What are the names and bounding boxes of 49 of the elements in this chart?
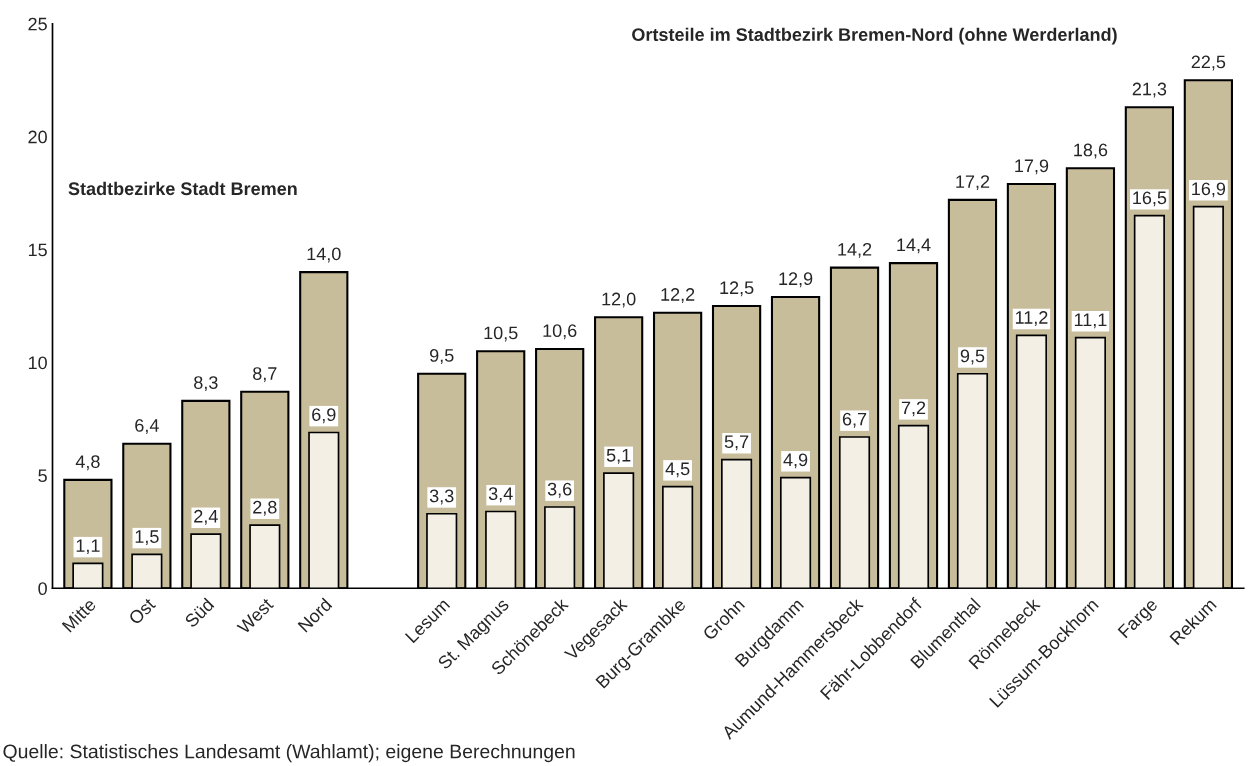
data-label: 5,7 — [724, 435, 749, 451]
data-label: 14,2 — [838, 242, 872, 258]
data-label: 5,1 — [606, 449, 631, 464]
data-label: 7,2 — [901, 401, 926, 417]
data-label: 12,5 — [720, 281, 754, 297]
data-label: 3,4 — [488, 487, 513, 503]
data-label: 18,6 — [1074, 143, 1108, 159]
data-label: 8,3 — [194, 376, 218, 392]
data-label: 10,6 — [543, 324, 577, 340]
data-label: 14,4 — [897, 238, 931, 254]
y-tick-label: 15 — [28, 243, 47, 257]
y-tick-label: 20 — [28, 130, 47, 144]
data-label: 4,9 — [783, 453, 808, 469]
data-label: 4,8 — [75, 455, 100, 471]
data-label: 17,9 — [1015, 159, 1049, 175]
data-label: 16,9 — [1192, 182, 1226, 198]
y-tick-label: 25 — [28, 17, 47, 31]
data-label: 3,3 — [429, 489, 454, 505]
annotation: Ortsteile im Stadtbezirk Bremen-Nord (ohne Werderland) — [632, 27, 1117, 45]
data-label: 17,2 — [956, 175, 990, 191]
data-label: 12,2 — [661, 288, 695, 304]
data-label: 14,0 — [307, 247, 341, 263]
data-label: 12,0 — [602, 292, 636, 308]
data-label: 10,5 — [484, 326, 518, 342]
x-tick-label: Ost — [127, 597, 157, 626]
data-label: 3,6 — [547, 482, 572, 498]
data-label: 12,9 — [779, 272, 813, 288]
y-tick-label: 0 — [38, 582, 47, 596]
data-label: 16,5 — [1133, 191, 1167, 207]
y-tick-label: 10 — [28, 356, 47, 370]
data-label: 6,9 — [312, 408, 336, 424]
source-note: Quelle: Statistisches Landesamt (Wahlamt); eigene Berechnungen — [3, 744, 575, 763]
data-label: 8,7 — [253, 367, 277, 383]
data-label: 11,2 — [1015, 311, 1048, 327]
x-tick-label: Süd — [183, 597, 215, 629]
data-label: 1,1 — [76, 539, 100, 555]
data-label: 4,5 — [665, 462, 690, 478]
data-label: 21,3 — [1132, 82, 1167, 98]
annotation: Stadtbezirke Stadt Bremen — [68, 181, 297, 196]
data-label: 1,5 — [135, 530, 159, 546]
data-label: 22,5 — [1191, 55, 1226, 71]
data-label: 6,7 — [842, 412, 867, 428]
data-label: 6,4 — [135, 419, 159, 434]
data-label: 11,1 — [1074, 313, 1107, 329]
data-label: 9,5 — [960, 349, 985, 365]
y-tick-label: 5 — [38, 469, 47, 483]
data-label: 2,8 — [253, 500, 277, 516]
data-label: 9,5 — [430, 349, 454, 364]
data-label: 2,4 — [194, 509, 218, 525]
